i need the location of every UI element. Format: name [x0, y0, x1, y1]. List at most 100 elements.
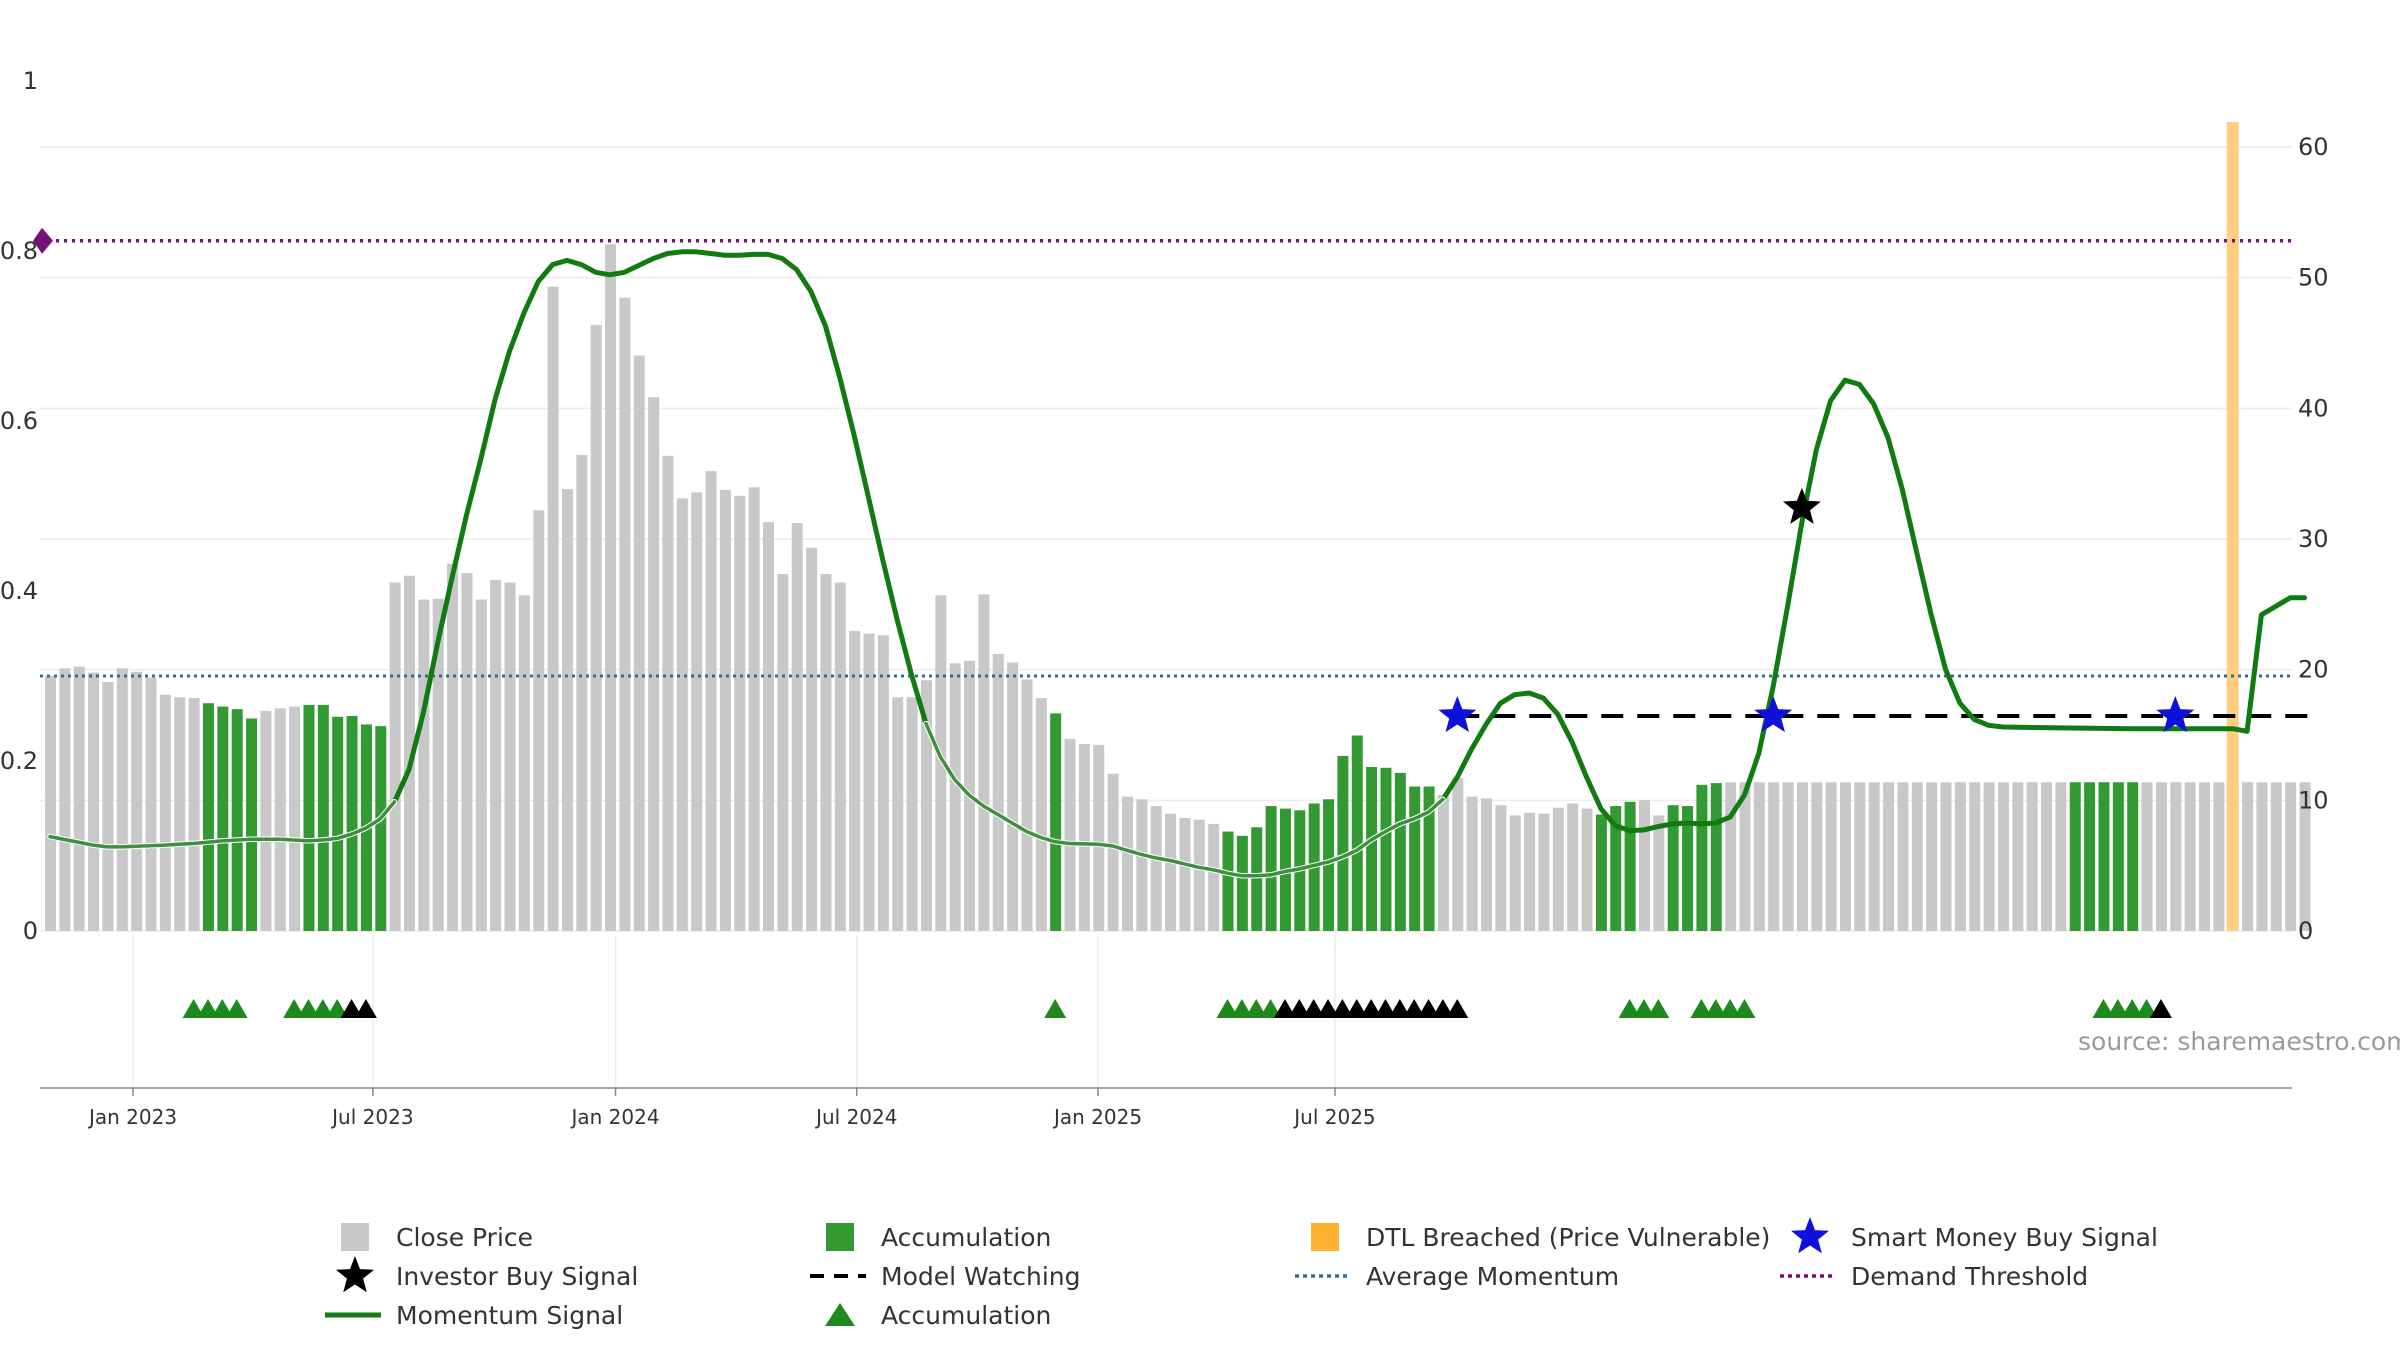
accumulation-bar: [303, 704, 315, 931]
close-price-bar: [2242, 782, 2254, 931]
close-price-bar: [447, 563, 459, 931]
close-price-bar: [2213, 782, 2225, 931]
reference-lines: [33, 227, 2311, 718]
close-price-bar: [1739, 782, 1751, 931]
accumulation-bar: [1394, 772, 1406, 931]
accumulation-marker: [2092, 999, 2115, 1018]
close-price-bar: [992, 653, 1004, 931]
accumulation-marker-dark: [1302, 999, 1325, 1018]
accumulation-marker: [1230, 999, 1253, 1018]
close-price-bar: [2170, 782, 2182, 931]
source-text: source: sharemaestro.com: [2078, 1027, 2400, 1056]
close-price-bar: [2012, 782, 2024, 931]
close-price-bar: [1193, 819, 1205, 931]
accumulation-marker: [225, 999, 248, 1018]
close-price-bar: [418, 599, 430, 931]
accumulation-marker-dark: [340, 999, 363, 1018]
accumulation-marker-dark: [354, 999, 377, 1018]
accumulation-bar: [1236, 835, 1248, 931]
left-axis-tick: 0: [23, 917, 38, 945]
close-price-bar: [691, 492, 703, 931]
legend-label: Accumulation: [881, 1301, 1051, 1330]
close-price-bar: [2299, 782, 2311, 931]
legend-symbol-accumulation: [826, 1223, 854, 1251]
close-price-bar: [2270, 782, 2282, 931]
close-price-bar: [2256, 782, 2268, 931]
gridlines: [40, 146, 2292, 1088]
investor-buy-signal: [1782, 487, 1821, 524]
x-axis-tick-label: Jul 2023: [330, 1105, 413, 1129]
accumulation-bar: [1337, 755, 1349, 931]
close-price-bar: [2026, 782, 2038, 931]
close-price-bar: [763, 522, 774, 931]
close-price-bar: [1983, 782, 1995, 931]
accumulation-marker: [1044, 999, 1067, 1018]
left-axis-tick: 0.8: [0, 237, 38, 265]
accumulation-marker: [1733, 999, 1756, 1018]
close-price-bar: [2199, 782, 2210, 931]
x-axis-tick-label: Jul 2024: [814, 1105, 897, 1129]
accumulation-bar: [1222, 831, 1234, 931]
close-price-bar: [1897, 782, 1909, 931]
accumulation-marker: [1632, 999, 1655, 1018]
accumulation-marker-dark: [2149, 999, 2172, 1018]
accumulation-marker: [1618, 999, 1641, 1018]
accumulation-bar: [1682, 806, 1694, 931]
close-price-bar: [806, 547, 818, 931]
price-bars: [45, 122, 2311, 931]
close-price-bar: [1495, 805, 1507, 931]
right-axis-tick: 30: [2298, 525, 2329, 553]
accumulation-marker: [1245, 999, 1268, 1018]
left-axis-tick: 0.4: [0, 577, 38, 605]
close-price-bar: [734, 495, 746, 931]
close-price-bar: [820, 574, 832, 931]
close-price-bar: [59, 668, 71, 931]
close-price-bar: [748, 487, 760, 931]
right-axis-tick: 20: [2298, 656, 2329, 684]
close-price-bar: [662, 455, 674, 931]
momentum-signal-line-faded: [48, 800, 397, 849]
close-price-bar: [1969, 782, 1981, 931]
accumulation-marker: [297, 999, 320, 1018]
close-price-bar: [1107, 773, 1119, 931]
accumulation-bar: [1050, 713, 1062, 931]
smart-money-buy-signal: [1438, 696, 1477, 733]
close-price-bar: [705, 471, 717, 931]
accumulation-marker: [1704, 999, 1727, 1018]
accumulation-bar: [317, 704, 329, 931]
accumulation-bar: [346, 715, 358, 931]
close-price-bar: [1638, 800, 1650, 931]
close-price-bar: [1165, 813, 1177, 931]
close-price-bar: [920, 680, 932, 931]
close-price-bar: [791, 523, 803, 931]
right-axis-tick: 60: [2298, 133, 2329, 161]
accumulation-bar: [231, 709, 243, 931]
axes: 0 10 20 30 40 50 60 0 0.2 0.4 0.6 0.8 1 Jan 2023 Jul 2…: [0, 67, 2329, 1129]
accumulation-marker-dark: [1317, 999, 1340, 1018]
accumulation-marker: [2106, 999, 2129, 1018]
close-price-bar: [1136, 799, 1148, 931]
accumulation-marker: [1719, 999, 1742, 1018]
close-price-bar: [863, 633, 875, 931]
legend-symbol-dtl: [1311, 1223, 1339, 1251]
close-price-bar: [648, 397, 660, 931]
accumulation-bar: [1351, 735, 1363, 931]
close-price-bar: [1552, 807, 1564, 931]
legend-label: Average Momentum: [1366, 1262, 1619, 1291]
close-price-bar: [1179, 817, 1191, 931]
close-price-bar: [1997, 782, 2009, 931]
momentum-signal-line-faded: [924, 721, 1445, 878]
close-price-bar: [159, 694, 171, 931]
close-price-bar: [935, 595, 947, 931]
accumulation-bar: [2069, 782, 2081, 931]
accumulation-marker-dark: [1331, 999, 1354, 1018]
accumulation-bar: [1710, 783, 1722, 931]
close-price-bar: [1437, 795, 1449, 931]
close-price-bar: [1782, 782, 1794, 931]
accumulation-marker: [1690, 999, 1713, 1018]
close-price-bar: [1825, 782, 1837, 931]
accumulation-marker-dark: [1360, 999, 1383, 1018]
accumulation-bar: [2084, 782, 2096, 931]
close-price-bar: [389, 582, 401, 931]
